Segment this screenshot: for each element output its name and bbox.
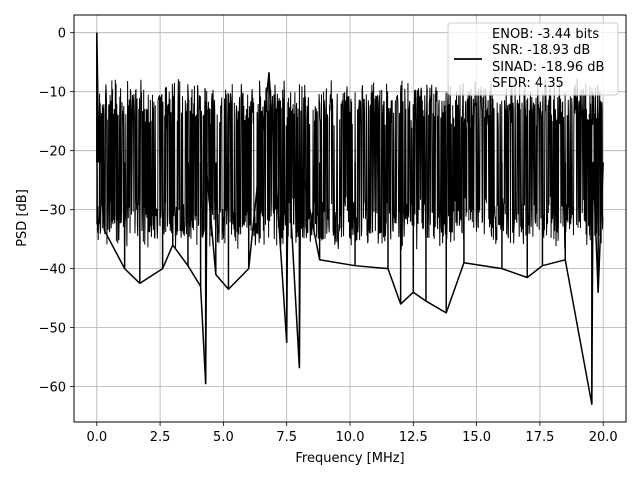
x-tick-label: 10.0 (336, 430, 365, 445)
y-tick-label: −50 (39, 322, 66, 337)
y-tick-label: −10 (39, 86, 66, 101)
x-tick-label: 2.5 (150, 430, 171, 445)
x-tick-label: 15.0 (462, 430, 491, 445)
y-tick-label: −60 (39, 381, 66, 396)
noise-floor-path (96, 78, 604, 250)
x-tick-label: 0.0 (86, 430, 107, 445)
x-tick-label: 5.0 (213, 430, 234, 445)
psd-series (96, 32, 604, 406)
x-tick-label: 7.5 (276, 430, 297, 445)
legend-box (447, 22, 619, 96)
y-tick-label: −20 (39, 145, 66, 160)
y-tick-label: 0 (58, 27, 66, 42)
legend-entry-enob: ENOB: -3.44 bits (492, 27, 599, 42)
x-axis-label: Frequency [MHz] (295, 451, 404, 466)
psd-line (96, 32, 604, 406)
x-axis-ticks: 0.0 2.5 5.0 7.5 10.0 12.5 15.0 17.5 20.0 (86, 422, 618, 445)
noise-floor-trace (96, 78, 604, 250)
legend-entry-sfdr: SFDR: 4.35 (492, 76, 564, 91)
x-tick-label: 12.5 (399, 430, 428, 445)
legend: ENOB: -3.44 bits SNR: -18.93 dB SINAD: -… (447, 22, 619, 96)
y-axis-label: PSD [dB] (15, 189, 30, 247)
y-axis-ticks: 0 −10 −20 −30 −40 −50 −60 (39, 27, 74, 396)
y-tick-label: −40 (39, 263, 66, 278)
y-tick-label: −30 (39, 204, 66, 219)
legend-entry-sinad: SINAD: -18.96 dB (492, 60, 604, 75)
legend-entry-snr: SNR: -18.93 dB (492, 43, 590, 58)
x-tick-label: 20.0 (589, 430, 618, 445)
x-tick-label: 17.5 (525, 430, 554, 445)
